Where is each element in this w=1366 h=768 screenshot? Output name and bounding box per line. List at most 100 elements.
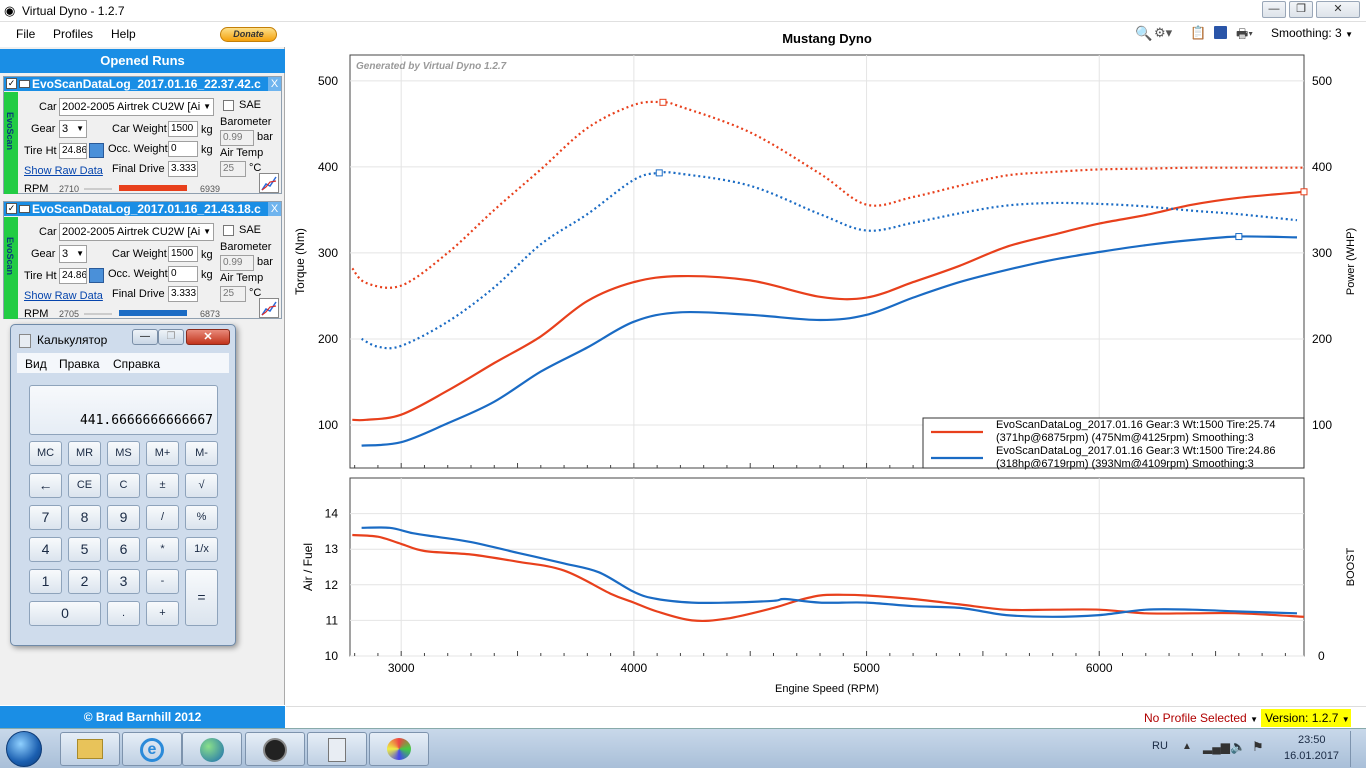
air-temp-input[interactable]: 25 [220,286,246,302]
save-icon[interactable] [1214,26,1227,39]
barometer-input[interactable]: 0.99 [220,255,254,271]
maximize-button[interactable]: ❐ [1289,1,1313,18]
taskbar-explorer[interactable] [60,732,120,766]
show-raw-data-link[interactable]: Show Raw Data [24,290,103,302]
calc-key-decimal[interactable]: . [107,601,140,626]
calc-key-m-minus[interactable]: M- [185,441,218,466]
gear-select[interactable]: 3 ▼ [59,245,87,263]
taskbar-ie[interactable]: e [122,732,182,766]
calc-minimize-button[interactable]: — [132,329,158,345]
run-close-button[interactable]: X [268,202,281,216]
calc-key-3[interactable]: 3 [107,569,140,594]
calc-key-5[interactable]: 5 [68,537,101,562]
language-indicator[interactable]: RU [1152,740,1168,752]
signal-icon[interactable]: ▂▄▆ [1203,740,1230,754]
calc-menu-help[interactable]: Справка [113,357,161,371]
gauge-icon [263,738,287,762]
calculator-window[interactable]: Калькулятор — ❐ ✕ Вид Правка Справка 441… [10,324,236,646]
rpm-range-bar[interactable] [119,310,187,316]
calc-key-m-plus[interactable]: M+ [146,441,179,466]
donate-button[interactable]: Donate [220,27,277,42]
tire-input[interactable]: 24.86 [59,143,87,159]
tray-arrow-icon[interactable]: ▲ [1182,741,1192,752]
final-drive-input[interactable]: 3.333 [168,286,198,302]
print-icon[interactable]: 🖶▾ [1236,26,1254,41]
volume-icon[interactable]: 🔈 [1230,739,1247,754]
air-temp-input[interactable]: 25 [220,161,246,177]
calc-key-0[interactable]: 0 [29,601,101,626]
calc-key-9[interactable]: 9 [107,505,140,530]
calc-menu-edit[interactable]: Правка [59,357,100,371]
calc-key-clear[interactable]: C [107,473,140,498]
taskbar-globe[interactable] [182,732,242,766]
calc-key-subtract[interactable]: - [146,569,179,594]
calc-key-negate[interactable]: ± [146,473,179,498]
gear-label: Gear [31,248,56,260]
version-select[interactable]: Version: 1.2.7 ▼ [1261,709,1351,727]
calc-menu-view[interactable]: Вид [25,357,47,371]
calc-key-mc[interactable]: MC [29,441,62,466]
calculator-icon[interactable] [89,143,104,158]
calc-key-percent[interactable]: % [185,505,218,530]
tire-input[interactable]: 24.86 [59,268,87,284]
calc-key-mr[interactable]: MR [68,441,101,466]
calc-close-button[interactable]: ✕ [186,329,230,345]
taskbar-calculator[interactable] [307,732,367,766]
calculator-icon[interactable] [89,268,104,283]
menu-help[interactable]: Help [111,27,136,41]
flag-icon[interactable]: ⚑ [1252,739,1264,754]
clipboard-icon[interactable]: 📋 [1190,25,1207,40]
sae-checkbox[interactable] [223,100,234,111]
profile-select[interactable]: No Profile Selected ▼ [1144,711,1258,725]
rpm-slider-track[interactable] [84,188,112,190]
graph-icon[interactable] [259,298,279,318]
calc-key-6[interactable]: 6 [107,537,140,562]
zoom-icon[interactable]: 🔍 [1135,25,1153,41]
calc-key-backspace[interactable]: ← [29,473,62,498]
calc-key-divide[interactable]: / [146,505,179,530]
taskbar-paint[interactable] [369,732,429,766]
barometer-input[interactable]: 0.99 [220,130,254,146]
show-raw-data-link[interactable]: Show Raw Data [24,165,103,177]
start-button[interactable] [6,731,42,767]
smoothing-select[interactable]: Smoothing: 3 ▼ [1271,26,1353,40]
calc-key-8[interactable]: 8 [68,505,101,530]
graph-icon[interactable] [259,173,279,193]
rpm-slider-track[interactable] [84,313,112,315]
run-visible-checkbox[interactable]: ✓ [6,203,17,214]
show-desktop-button[interactable] [1350,731,1364,767]
rpm-range-bar[interactable] [119,185,187,191]
calc-key-1[interactable]: 1 [29,569,62,594]
calc-key-ce[interactable]: CE [68,473,101,498]
calc-key-7[interactable]: 7 [29,505,62,530]
final-drive-input[interactable]: 3.333 [168,161,198,177]
clock-time[interactable]: 23:50 [1298,734,1326,746]
car-select[interactable]: 2002-2005 Airtrek CU2W [Ai ▼ [59,223,214,241]
calc-key-4[interactable]: 4 [29,537,62,562]
sae-checkbox[interactable] [223,225,234,236]
run-close-button[interactable]: X [268,77,281,91]
calc-key-reciprocal[interactable]: 1/x [185,537,218,562]
calc-key-sqrt[interactable]: √ [185,473,218,498]
car-weight-input[interactable]: 1500 [168,246,198,262]
close-button[interactable]: ✕ [1316,1,1360,18]
car-select[interactable]: 2002-2005 Airtrek CU2W [Ai ▼ [59,98,214,116]
calc-key-equals[interactable]: = [185,569,218,626]
menu-profiles[interactable]: Profiles [53,27,94,41]
calc-key-add[interactable]: + [146,601,179,626]
calc-maximize-button[interactable]: ❐ [158,329,184,345]
calc-key-ms[interactable]: MS [107,441,140,466]
filter-icon[interactable]: ⚙▾ [1154,25,1173,40]
minimize-button[interactable]: — [1262,1,1286,18]
calc-key-2[interactable]: 2 [68,569,101,594]
run-visible-checkbox[interactable]: ✓ [6,78,17,89]
gear-select[interactable]: 3 ▼ [59,120,87,138]
car-weight-input[interactable]: 1500 [168,121,198,137]
occ-weight-input[interactable]: 0 [168,141,198,157]
occ-weight-input[interactable]: 0 [168,266,198,282]
menu-file[interactable]: File [16,27,36,41]
calc-key-multiply[interactable]: * [146,537,179,562]
clock-date[interactable]: 16.01.2017 [1284,750,1340,762]
taskbar-virtual-dyno[interactable] [245,732,305,766]
